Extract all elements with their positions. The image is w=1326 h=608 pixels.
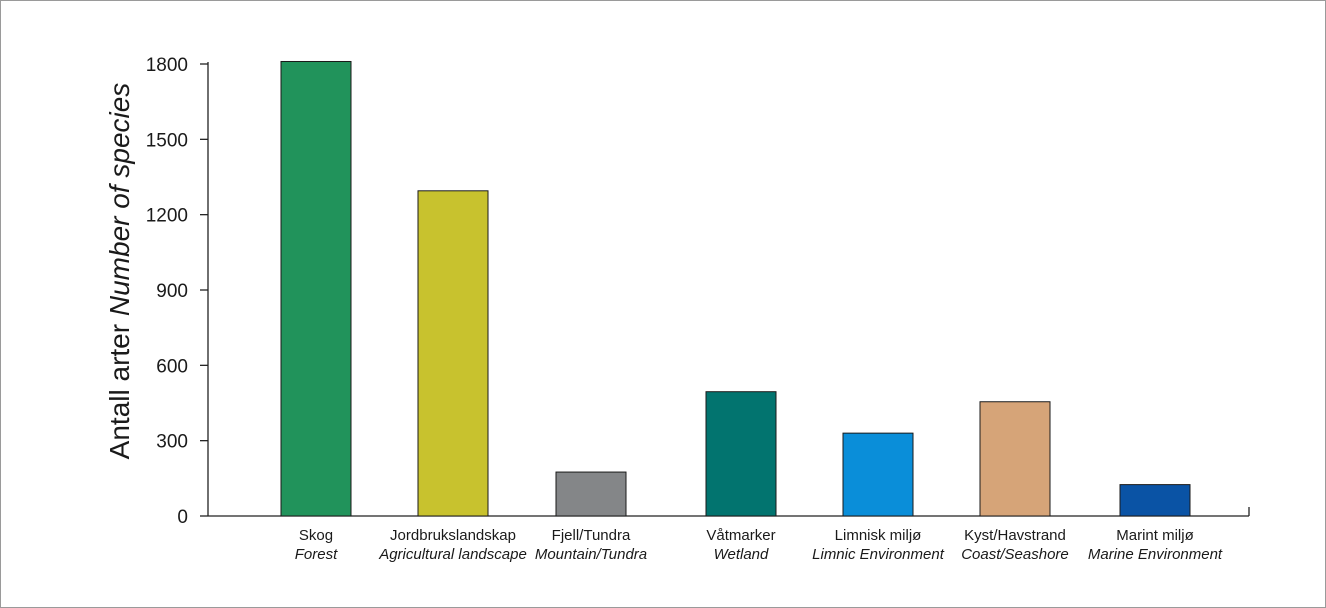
x-category-sublabel: Mountain/Tundra <box>535 546 647 563</box>
y-tick-label: 900 <box>156 281 188 302</box>
y-tick-label: 1200 <box>146 206 188 227</box>
x-category-sublabel: Coast/Seashore <box>961 546 1069 563</box>
x-category-label: Jordbrukslandskap <box>390 527 516 544</box>
bar <box>1119 484 1191 517</box>
x-category-label: Marint miljø <box>1116 527 1194 544</box>
bar <box>555 471 627 517</box>
y-tick-label: 300 <box>156 432 188 453</box>
y-tick-label: 0 <box>177 507 188 528</box>
y-axis-title-italic: Number of species <box>104 83 135 316</box>
bar <box>417 190 489 517</box>
x-category-label: Limnisk miljø <box>835 527 922 544</box>
bar <box>842 432 914 517</box>
x-category-sublabel: Forest <box>295 546 338 563</box>
category-labels: Skog Forest Jordbrukslandskap Agricultural … <box>295 527 1223 563</box>
x-category-label: Våtmarker <box>706 527 775 544</box>
bar <box>705 391 777 517</box>
y-axis-title-main: Antall arter <box>104 324 135 459</box>
y-axis-title: Antall arter Number of species <box>104 83 135 460</box>
bar <box>280 60 352 517</box>
y-tick-label: 1500 <box>146 130 188 151</box>
y-tick-label: 600 <box>156 356 188 377</box>
bars <box>280 60 1191 517</box>
bar <box>979 401 1051 517</box>
x-category-label: Skog <box>299 527 333 544</box>
x-category-sublabel: Limnic Environment <box>812 546 945 563</box>
y-tick-label: 1800 <box>146 55 188 76</box>
x-category-label: Fjell/Tundra <box>552 527 631 544</box>
y-axis: 0 300 600 900 1200 1500 1800 <box>146 55 209 528</box>
x-category-sublabel: Agricultural landscape <box>378 546 527 563</box>
x-category-label: Kyst/Havstrand <box>964 527 1066 544</box>
x-category-sublabel: Marine Environment <box>1088 546 1223 563</box>
x-category-sublabel: Wetland <box>714 546 769 563</box>
